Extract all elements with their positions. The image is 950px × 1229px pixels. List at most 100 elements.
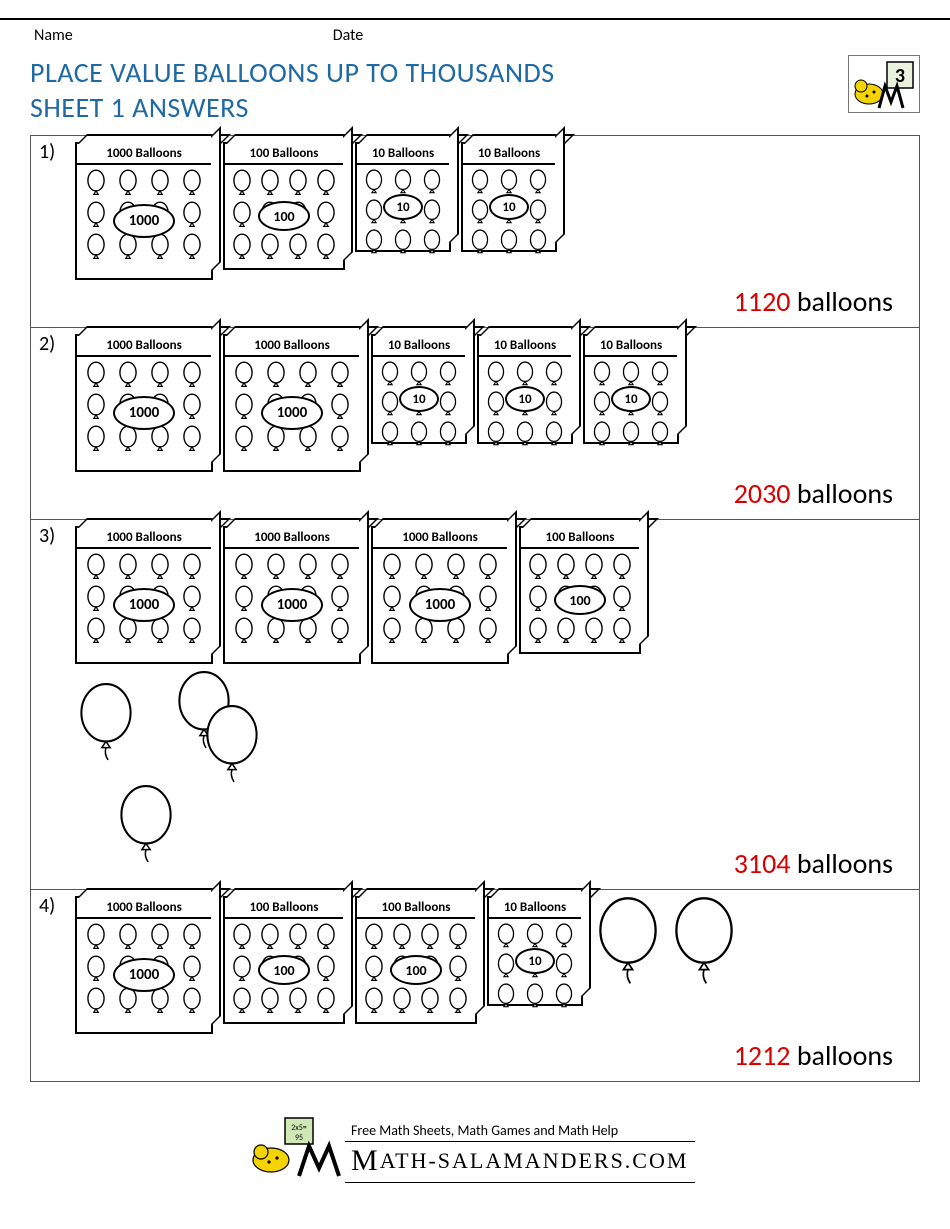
box-center-label: 10 xyxy=(515,948,555,974)
worksheet-title: PLACE VALUE BALLOONS UP TO THOUSANDS SHE… xyxy=(30,55,555,125)
balloon-box-10: 10 Balloons 10 xyxy=(461,142,557,252)
box-center-label: 1000 xyxy=(113,204,175,238)
answer-word: balloons xyxy=(791,284,894,319)
worksheet-page: Name Date PLACE VALUE BALLOONS UP TO THO… xyxy=(0,26,950,1203)
mini-balloon-icon xyxy=(313,201,339,231)
mini-balloon-icon xyxy=(177,425,207,455)
mini-balloon-icon xyxy=(229,233,255,263)
name-label: Name xyxy=(34,26,73,45)
box-caption: 100 Balloons xyxy=(357,898,475,919)
box-center-label: 1000 xyxy=(409,588,471,622)
svg-text:2x5=: 2x5= xyxy=(291,1123,307,1133)
mini-balloon-icon xyxy=(467,229,494,257)
box-caption: 1000 Balloons xyxy=(77,144,211,165)
box-center-label: 100 xyxy=(258,201,310,231)
mini-balloon-icon xyxy=(257,923,283,953)
mini-balloon-icon xyxy=(177,169,207,199)
mini-balloon-icon xyxy=(389,923,415,953)
mini-balloon-icon xyxy=(553,553,579,583)
mini-balloon-icon xyxy=(177,987,207,1017)
mini-balloon-icon xyxy=(493,923,520,951)
box-center-label: 10 xyxy=(611,386,651,412)
problem-3: 3) 1000 Balloons 1000 1000 Balloons xyxy=(31,519,919,889)
balloon-box-100: 100 Balloons 100 xyxy=(223,142,345,270)
problem-boxes-row: 1000 Balloons 1000 1000 Balloons xyxy=(75,526,909,844)
box-caption: 1000 Balloons xyxy=(77,898,211,919)
mini-balloon-icon xyxy=(361,955,387,985)
balloon-box-10: 10 Balloons 10 xyxy=(487,896,583,1006)
mini-balloon-icon xyxy=(293,361,323,391)
footer-box: 2x5= 95 Free Math Sheets, Math Games and… xyxy=(255,1122,695,1183)
mini-balloon-icon xyxy=(325,585,355,615)
mini-balloon-icon xyxy=(609,553,635,583)
mini-balloon-icon xyxy=(177,955,207,985)
mini-balloon-icon xyxy=(261,361,291,391)
problem-boxes-row: 1000 Balloons 1000100 Balloons xyxy=(75,896,909,1036)
mini-balloon-icon xyxy=(177,617,207,647)
answer-line: 1212 balloons xyxy=(41,1036,909,1075)
answer-number: 1120 xyxy=(734,284,791,319)
problem-1: 1)1000 Balloons 1000100 Balloons xyxy=(31,136,919,327)
mini-balloon-icon xyxy=(285,987,311,1017)
mini-balloon-icon xyxy=(525,617,551,647)
mini-balloon-icon xyxy=(257,169,283,199)
mini-balloon-icon xyxy=(473,553,503,583)
mini-balloon-icon xyxy=(229,169,255,199)
box-center-label: 1000 xyxy=(113,588,175,622)
mini-balloon-icon xyxy=(473,617,503,647)
mini-balloon-icon xyxy=(145,923,175,953)
mini-balloon-icon xyxy=(177,585,207,615)
mini-balloon-icon xyxy=(524,229,551,257)
mini-balloon-icon xyxy=(81,987,111,1017)
problem-number: 3) xyxy=(39,524,55,548)
problem-2: 2)1000 Balloons 10001000 Balloons xyxy=(31,327,919,519)
problem-boxes-row: 1000 Balloons 1000100 Balloons xyxy=(75,142,909,282)
mini-balloon-icon xyxy=(540,361,567,389)
mini-balloon-icon xyxy=(285,233,311,263)
mini-balloon-icon xyxy=(81,393,111,423)
footer: 2x5= 95 Free Math Sheets, Math Games and… xyxy=(30,1122,920,1183)
mini-balloon-icon xyxy=(390,169,417,197)
mini-balloon-icon xyxy=(483,421,510,449)
box-caption: 1000 Balloons xyxy=(225,528,359,549)
mini-balloon-icon xyxy=(434,361,461,389)
mini-balloon-icon xyxy=(313,987,339,1017)
mini-balloon-icon xyxy=(229,617,259,647)
date-label: Date xyxy=(333,26,364,45)
mini-balloon-icon xyxy=(512,361,539,389)
mini-balloon-icon xyxy=(145,553,175,583)
balloon-box-1000: 1000 Balloons 1000 xyxy=(223,334,361,472)
box-caption: 10 Balloons xyxy=(479,336,571,357)
box-caption: 100 Balloons xyxy=(225,898,343,919)
mini-balloon-icon xyxy=(417,923,443,953)
mini-balloon-icon xyxy=(409,553,439,583)
box-caption: 1000 Balloons xyxy=(77,528,211,549)
problem-number: 1) xyxy=(39,140,55,164)
single-balloon-icon xyxy=(593,896,663,988)
box-caption: 100 Balloons xyxy=(521,528,639,549)
mini-balloon-icon xyxy=(589,421,616,449)
balloon-box-100: 100 Balloons 100 xyxy=(355,896,477,1024)
box-caption: 10 Balloons xyxy=(357,144,449,165)
box-center-label: 1000 xyxy=(113,396,175,430)
mini-balloon-icon xyxy=(313,233,339,263)
mini-balloon-icon xyxy=(406,361,433,389)
mini-balloon-icon xyxy=(361,169,388,197)
loose-balloon-cluster xyxy=(75,674,335,844)
mini-balloon-icon xyxy=(177,361,207,391)
problem-4: 4)1000 Balloons 1000100 Balloons xyxy=(31,889,919,1081)
mini-balloon-icon xyxy=(581,553,607,583)
mini-balloon-icon xyxy=(113,923,143,953)
mini-balloon-icon xyxy=(473,585,503,615)
mini-balloon-icon xyxy=(646,421,673,449)
mini-balloon-icon xyxy=(81,955,111,985)
mini-balloon-icon xyxy=(113,361,143,391)
mini-balloon-icon xyxy=(467,169,494,197)
mini-balloon-icon xyxy=(81,169,111,199)
mini-balloon-icon xyxy=(113,553,143,583)
mini-balloon-icon xyxy=(441,553,471,583)
balloon-box-10: 10 Balloons 10 xyxy=(477,334,573,444)
balloon-box-10: 10 Balloons 10 xyxy=(355,142,451,252)
mini-balloon-icon xyxy=(113,169,143,199)
mini-balloon-icon xyxy=(445,923,471,953)
